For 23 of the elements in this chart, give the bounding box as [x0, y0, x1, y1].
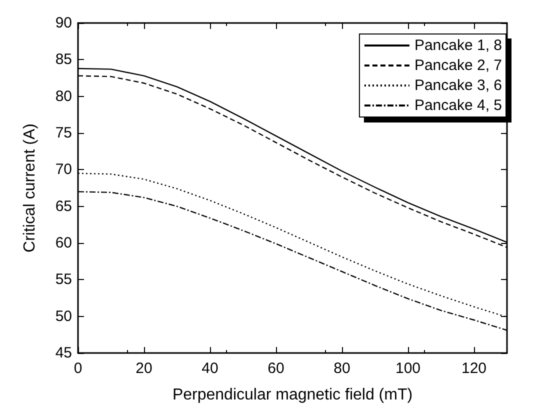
y-tick-label: 75	[55, 124, 72, 142]
legend-label: Pancake 1, 8	[414, 37, 502, 54]
y-tick-label: 70	[55, 161, 72, 178]
y-tick-label: 60	[55, 234, 72, 252]
y-tick-label: 80	[55, 88, 72, 105]
y-tick-label: 45	[55, 344, 72, 362]
y-tick-label: 85	[55, 51, 72, 68]
x-tick-label: 60	[268, 360, 284, 377]
x-tick-label: 80	[334, 360, 350, 377]
y-axis-title: Critical current (A)	[22, 124, 38, 252]
legend-label: Pancake 2, 7	[414, 57, 502, 74]
legend-label: Pancake 4, 5	[414, 97, 502, 114]
x-tick-label: 20	[136, 360, 152, 377]
x-tick-label: 0	[74, 360, 82, 377]
x-tick-label: 120	[461, 360, 487, 377]
legend-label: Pancake 3, 6	[414, 77, 502, 94]
x-axis-title: Perpendicular magnetic field (mT)	[172, 386, 413, 404]
x-tick-label: 40	[202, 360, 218, 377]
y-tick-label: 55	[55, 271, 72, 288]
y-tick-label: 50	[55, 308, 72, 325]
x-tick-label: 100	[395, 360, 421, 377]
y-tick-label: 90	[55, 14, 72, 32]
y-tick-label: 65	[55, 198, 72, 215]
